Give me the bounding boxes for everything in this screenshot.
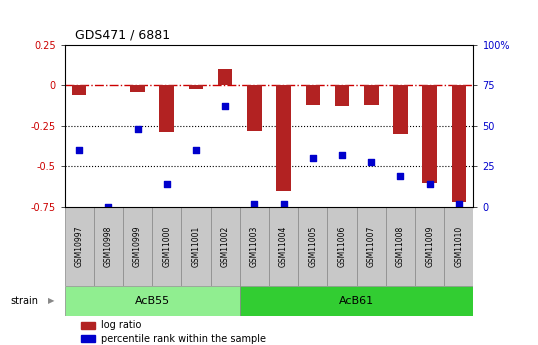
Text: GSM11003: GSM11003 bbox=[250, 226, 259, 267]
Bar bbox=[306, 86, 320, 105]
Bar bbox=[181, 207, 210, 286]
Text: GSM11005: GSM11005 bbox=[308, 226, 317, 267]
Bar bbox=[269, 207, 298, 286]
Bar bbox=[335, 86, 349, 107]
Text: GSM11009: GSM11009 bbox=[425, 226, 434, 267]
Bar bbox=[81, 335, 95, 342]
Bar bbox=[123, 207, 152, 286]
Bar bbox=[189, 86, 203, 89]
Text: GSM11004: GSM11004 bbox=[279, 226, 288, 267]
Bar bbox=[218, 69, 232, 86]
Point bbox=[133, 126, 142, 132]
Text: GSM11002: GSM11002 bbox=[221, 226, 230, 267]
Text: GSM10997: GSM10997 bbox=[75, 226, 84, 267]
Bar bbox=[444, 207, 473, 286]
Point bbox=[367, 159, 376, 164]
Bar bbox=[130, 86, 145, 92]
Text: GSM11008: GSM11008 bbox=[396, 226, 405, 267]
Point bbox=[279, 201, 288, 207]
Bar bbox=[328, 207, 357, 286]
Point bbox=[455, 201, 463, 207]
Bar bbox=[240, 207, 269, 286]
Point bbox=[396, 174, 405, 179]
Point bbox=[162, 181, 171, 187]
Text: GSM11010: GSM11010 bbox=[454, 226, 463, 267]
Text: GDS471 / 6881: GDS471 / 6881 bbox=[75, 28, 171, 41]
Text: GSM11000: GSM11000 bbox=[162, 226, 171, 267]
Bar bbox=[65, 286, 240, 316]
Bar bbox=[152, 207, 181, 286]
Bar bbox=[393, 86, 408, 134]
Bar bbox=[65, 207, 94, 286]
Text: GSM11006: GSM11006 bbox=[337, 226, 346, 267]
Text: AcB61: AcB61 bbox=[339, 296, 374, 306]
Bar bbox=[159, 86, 174, 132]
Bar bbox=[72, 86, 87, 95]
Text: GSM11001: GSM11001 bbox=[192, 226, 201, 267]
Text: AcB55: AcB55 bbox=[134, 296, 170, 306]
Text: log ratio: log ratio bbox=[101, 321, 141, 331]
Bar bbox=[277, 86, 291, 191]
Text: GSM10998: GSM10998 bbox=[104, 226, 113, 267]
Point bbox=[221, 104, 230, 109]
Text: GSM11007: GSM11007 bbox=[367, 226, 376, 267]
Bar bbox=[415, 207, 444, 286]
Point bbox=[192, 148, 200, 153]
Text: strain: strain bbox=[11, 296, 39, 306]
Point bbox=[104, 204, 112, 210]
Bar bbox=[422, 86, 437, 183]
Bar bbox=[247, 86, 261, 131]
Bar bbox=[240, 286, 473, 316]
Text: percentile rank within the sample: percentile rank within the sample bbox=[101, 334, 266, 344]
Text: GSM10999: GSM10999 bbox=[133, 226, 142, 267]
Point bbox=[426, 181, 434, 187]
Point bbox=[250, 201, 259, 207]
Bar bbox=[364, 86, 379, 105]
Bar bbox=[357, 207, 386, 286]
Text: ▶: ▶ bbox=[48, 296, 55, 306]
Bar bbox=[210, 207, 240, 286]
Point bbox=[338, 152, 346, 158]
Bar bbox=[81, 322, 95, 329]
Bar bbox=[298, 207, 328, 286]
Bar bbox=[451, 86, 466, 202]
Bar bbox=[94, 207, 123, 286]
Point bbox=[308, 156, 317, 161]
Bar bbox=[386, 207, 415, 286]
Point bbox=[75, 148, 83, 153]
